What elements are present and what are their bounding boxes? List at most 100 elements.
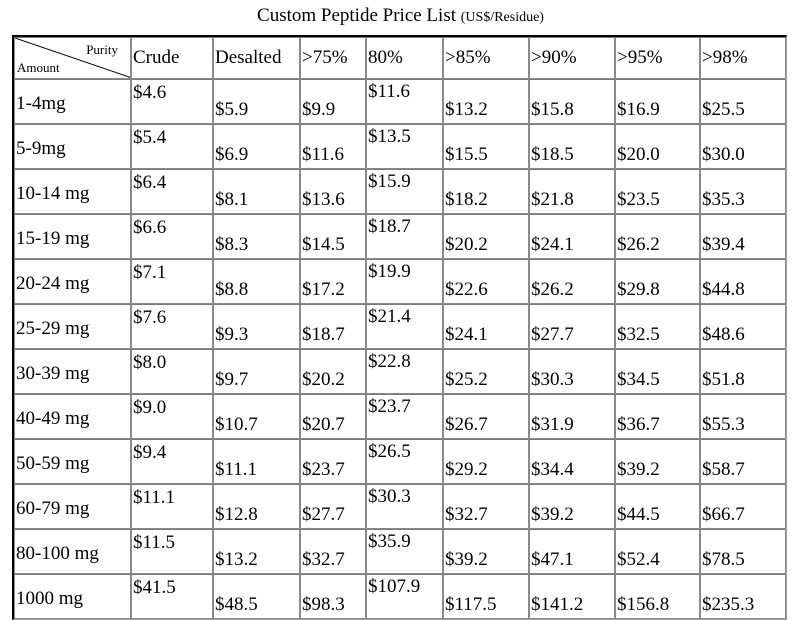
- price-cell-75: $18.7: [300, 304, 366, 349]
- price-cell-95: $23.5: [615, 169, 700, 214]
- price-cell-desalted: $12.8: [213, 484, 300, 529]
- price-cell-75: $32.7: [300, 529, 366, 574]
- price-cell-75: $98.3: [300, 574, 366, 619]
- price-cell-95: $156.8: [615, 574, 700, 619]
- table-row: 50-59 mg $9.4 $11.1 $23.7 $26.5 $29.2 $34.4 $39…: [14, 439, 786, 484]
- price-cell-crude: $6.6: [131, 214, 213, 259]
- price-cell-80: $21.4: [366, 304, 443, 349]
- table-body: Purity Amount Crude Desalted >75% 80% >8…: [14, 37, 786, 619]
- amount-cell: 20-24 mg: [14, 259, 131, 304]
- price-cell-crude: $11.1: [131, 484, 213, 529]
- table-row: 40-49 mg $9.0 $10.7 $20.7 $23.7 $26.7 $31.9 $36…: [14, 394, 786, 439]
- column-header-98: >98%: [700, 37, 786, 79]
- amount-cell: 1-4mg: [14, 79, 131, 124]
- table-row: 5-9mg $5.4 $6.9 $11.6 $13.5 $15.5 $18.5 $20.0 $3…: [14, 124, 786, 169]
- title-unit: (US$/Residue): [460, 10, 544, 25]
- price-cell-80: $13.5: [366, 124, 443, 169]
- price-cell-80: $26.5: [366, 439, 443, 484]
- price-cell-90: $34.4: [529, 439, 615, 484]
- price-cell-90: $21.8: [529, 169, 615, 214]
- price-cell-85: $24.1: [443, 304, 529, 349]
- price-cell-crude: $8.0: [131, 349, 213, 394]
- column-header-80: 80%: [366, 37, 443, 79]
- price-cell-desalted: $11.1: [213, 439, 300, 484]
- price-cell-85: $26.7: [443, 394, 529, 439]
- price-cell-98: $30.0: [700, 124, 786, 169]
- price-cell-80: $19.9: [366, 259, 443, 304]
- price-cell-98: $51.8: [700, 349, 786, 394]
- price-cell-crude: $5.4: [131, 124, 213, 169]
- table-row: 15-19 mg $6.6 $8.3 $14.5 $18.7 $20.2 $24.1 $26.…: [14, 214, 786, 259]
- price-cell-75: $11.6: [300, 124, 366, 169]
- price-cell-95: $44.5: [615, 484, 700, 529]
- price-cell-desalted: $9.7: [213, 349, 300, 394]
- amount-cell: 40-49 mg: [14, 394, 131, 439]
- corner-diagonal-line: [15, 38, 130, 78]
- column-header-95: >95%: [615, 37, 700, 79]
- price-cell-crude: $11.5: [131, 529, 213, 574]
- table-row: 1000 mg $41.5 $48.5 $98.3 $107.9 $117.5 $141.2…: [14, 574, 786, 619]
- amount-cell: 1000 mg: [14, 574, 131, 619]
- price-cell-desalted: $9.3: [213, 304, 300, 349]
- price-cell-85: $15.5: [443, 124, 529, 169]
- price-cell-crude: $9.4: [131, 439, 213, 484]
- price-cell-crude: $6.4: [131, 169, 213, 214]
- price-cell-desalted: $5.9: [213, 79, 300, 124]
- amount-cell: 30-39 mg: [14, 349, 131, 394]
- price-cell-90: $26.2: [529, 259, 615, 304]
- amount-cell: 5-9mg: [14, 124, 131, 169]
- price-cell-75: $27.7: [300, 484, 366, 529]
- price-cell-85: $20.2: [443, 214, 529, 259]
- column-header-90: >90%: [529, 37, 615, 79]
- price-cell-desalted: $6.9: [213, 124, 300, 169]
- price-cell-80: $23.7: [366, 394, 443, 439]
- price-cell-crude: $7.1: [131, 259, 213, 304]
- price-cell-90: $27.7: [529, 304, 615, 349]
- price-cell-98: $39.4: [700, 214, 786, 259]
- amount-cell: 25-29 mg: [14, 304, 131, 349]
- amount-cell: 15-19 mg: [14, 214, 131, 259]
- corner-header-cell: Purity Amount: [14, 37, 131, 79]
- price-cell-desalted: $8.1: [213, 169, 300, 214]
- price-cell-desalted: $10.7: [213, 394, 300, 439]
- price-cell-95: $20.0: [615, 124, 700, 169]
- price-cell-80: $18.7: [366, 214, 443, 259]
- price-cell-80: $15.9: [366, 169, 443, 214]
- price-cell-80: $107.9: [366, 574, 443, 619]
- price-cell-85: $32.7: [443, 484, 529, 529]
- column-header-75: >75%: [300, 37, 366, 79]
- price-cell-desalted: $8.8: [213, 259, 300, 304]
- price-cell-85: $25.2: [443, 349, 529, 394]
- price-cell-80: $35.9: [366, 529, 443, 574]
- amount-cell: 80-100 mg: [14, 529, 131, 574]
- column-header-desalted: Desalted: [213, 37, 300, 79]
- price-cell-desalted: $48.5: [213, 574, 300, 619]
- price-cell-85: $13.2: [443, 79, 529, 124]
- price-table: Purity Amount Crude Desalted >75% 80% >8…: [12, 35, 787, 620]
- price-cell-crude: $9.0: [131, 394, 213, 439]
- table-row: 1-4mg $4.6 $5.9 $9.9 $11.6 $13.2 $15.8 $16.9 $25…: [14, 79, 786, 124]
- table-row: 80-100 mg $11.5 $13.2 $32.7 $35.9 $39.2 $47.1 $…: [14, 529, 786, 574]
- amount-cell: 10-14 mg: [14, 169, 131, 214]
- price-cell-75: $20.2: [300, 349, 366, 394]
- price-cell-crude: $41.5: [131, 574, 213, 619]
- price-cell-98: $78.5: [700, 529, 786, 574]
- price-cell-90: $39.2: [529, 484, 615, 529]
- price-cell-95: $32.5: [615, 304, 700, 349]
- price-cell-crude: $4.6: [131, 79, 213, 124]
- table-row: 10-14 mg $6.4 $8.1 $13.6 $15.9 $18.2 $21.8 $23.…: [14, 169, 786, 214]
- price-cell-95: $52.4: [615, 529, 700, 574]
- price-cell-95: $39.2: [615, 439, 700, 484]
- price-cell-98: $35.3: [700, 169, 786, 214]
- header-row: Purity Amount Crude Desalted >75% 80% >8…: [14, 37, 786, 79]
- price-cell-90: $24.1: [529, 214, 615, 259]
- price-cell-98: $235.3: [700, 574, 786, 619]
- price-cell-98: $44.8: [700, 259, 786, 304]
- price-cell-90: $30.3: [529, 349, 615, 394]
- price-cell-desalted: $8.3: [213, 214, 300, 259]
- price-cell-85: $18.2: [443, 169, 529, 214]
- price-cell-90: $18.5: [529, 124, 615, 169]
- price-cell-80: $22.8: [366, 349, 443, 394]
- price-cell-95: $16.9: [615, 79, 700, 124]
- price-cell-85: $39.2: [443, 529, 529, 574]
